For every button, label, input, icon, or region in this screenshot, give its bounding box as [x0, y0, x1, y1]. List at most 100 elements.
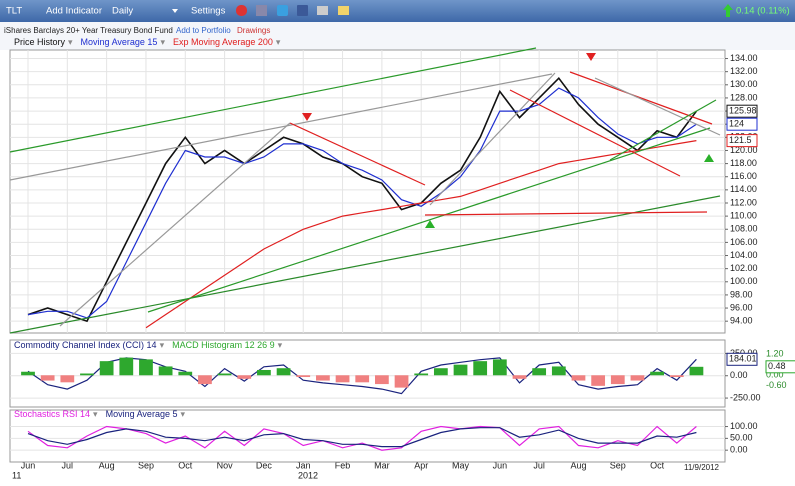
y-tick-label: 134.00	[730, 53, 758, 63]
y-tick-label: 116.00	[730, 171, 757, 181]
bar	[473, 361, 488, 376]
last-value: 0.48	[768, 361, 786, 371]
bar	[610, 375, 625, 385]
series-line	[145, 140, 697, 329]
trendline	[609, 99, 717, 161]
x-tick-label: Jun	[21, 460, 36, 470]
x-tick-label: Jul	[533, 460, 545, 470]
icon[interactable]	[297, 5, 308, 16]
legend: Commodity Channel Index (CCI) 14 ▾ MACD Hi…	[14, 340, 283, 350]
icon[interactable]	[317, 6, 328, 15]
bar	[296, 375, 311, 378]
legend-caret: ▾	[160, 340, 165, 350]
y-tick-label: 0.00	[730, 445, 748, 455]
bar	[394, 375, 409, 388]
legend-caret: ▾	[180, 409, 185, 419]
x-tick-label: Oct	[650, 460, 665, 470]
bar	[689, 366, 704, 376]
series-line	[27, 425, 697, 451]
legend-entry: Commodity Channel Index (CCI) 14	[14, 340, 157, 350]
add-indicator[interactable]: Add Indicator	[46, 6, 102, 17]
y-tick-label: 50.00	[730, 433, 753, 443]
settings[interactable]: Settings	[191, 6, 226, 17]
y-tick-label: 106.00	[730, 237, 758, 247]
bar	[21, 371, 35, 376]
x-tick-label: Sep	[138, 460, 154, 470]
trendline	[594, 77, 721, 136]
bar	[532, 368, 547, 376]
bar	[335, 375, 350, 383]
y-tick-label: 120.00	[730, 145, 758, 155]
last-value: 124	[729, 119, 744, 129]
y-tick-label: 112.00	[730, 197, 757, 207]
series-line	[27, 427, 697, 448]
bar	[139, 359, 153, 376]
y2-tick-label: 0.00	[766, 370, 784, 380]
x-tick-label: Mar	[374, 460, 390, 470]
series-line	[27, 87, 697, 319]
legend-entry: Moving Average 15	[81, 37, 158, 47]
bar	[492, 359, 507, 376]
symbol[interactable]: TLT	[6, 6, 22, 17]
arrow	[302, 113, 312, 121]
legend: Price History ▾ Moving Average 15 ▾ Exp Movi…	[14, 37, 281, 47]
legend-entry: MACD Histogram 12 26 9	[172, 340, 275, 350]
y-tick-label: -250.00	[730, 392, 761, 402]
change: 0.14 (0.11%)	[736, 6, 790, 17]
y-tick-label: 98.00	[730, 289, 753, 299]
last-value-box	[726, 352, 758, 366]
icon[interactable]	[338, 6, 349, 15]
x-tick-label: Dec	[256, 460, 273, 470]
dropdown[interactable]	[172, 9, 178, 13]
series-line	[27, 76, 698, 323]
bar	[217, 373, 232, 376]
panel-frame	[9, 409, 726, 463]
bar	[158, 366, 173, 376]
y-tick-label: 0.00	[730, 370, 748, 380]
bar	[198, 375, 212, 385]
bar	[80, 373, 94, 376]
icon[interactable]	[236, 5, 247, 16]
x-tick-label: Apr	[414, 460, 428, 470]
y-tick-label: 118.00	[730, 158, 757, 168]
legend-entry: Price History	[14, 37, 66, 47]
toolbar-bg	[0, 0, 795, 22]
bar	[276, 368, 291, 376]
bar	[414, 373, 429, 376]
y2-tick-label: -0.60	[766, 380, 787, 390]
legend-entry: Exp Moving Average 200	[173, 37, 273, 47]
bar	[374, 375, 389, 385]
bar	[99, 361, 114, 376]
year-label: 2012	[298, 470, 318, 480]
x-tick-label: May	[452, 460, 470, 470]
y-tick-label: 96.00	[730, 302, 753, 312]
header-bg	[0, 22, 795, 50]
x-tick-label: Sep	[610, 460, 626, 470]
y-tick-label: 128.00	[730, 92, 758, 102]
add-portfolio[interactable]: Add to Portfolio	[176, 26, 231, 35]
x-tick-label: Jan	[296, 460, 311, 470]
x-tick-label: Aug	[570, 460, 586, 470]
legend-caret: ▾	[276, 37, 281, 47]
legend-caret: ▾	[278, 340, 283, 350]
drawings	[9, 47, 721, 334]
last-value: 121.5	[729, 135, 752, 145]
bar	[571, 375, 586, 381]
legend-caret: ▾	[160, 37, 165, 47]
y-tick-label: 114.00	[730, 184, 757, 194]
bar	[316, 375, 330, 381]
last-value-box	[726, 104, 758, 118]
up-arrow	[723, 4, 733, 17]
y-tick-label: 100.00	[730, 276, 758, 286]
icon[interactable]	[256, 5, 267, 16]
icon[interactable]	[277, 5, 288, 16]
drawings[interactable]: Drawings	[237, 26, 270, 35]
x-tick-label: Feb	[335, 460, 351, 470]
bar	[178, 371, 193, 376]
y-tick-label: 132.00	[730, 66, 758, 76]
x-tick-label: Oct	[178, 460, 193, 470]
y2-tick-label: 1.20	[766, 348, 784, 358]
series-line	[27, 357, 697, 395]
period[interactable]: Daily	[112, 6, 133, 17]
bar	[119, 357, 134, 376]
